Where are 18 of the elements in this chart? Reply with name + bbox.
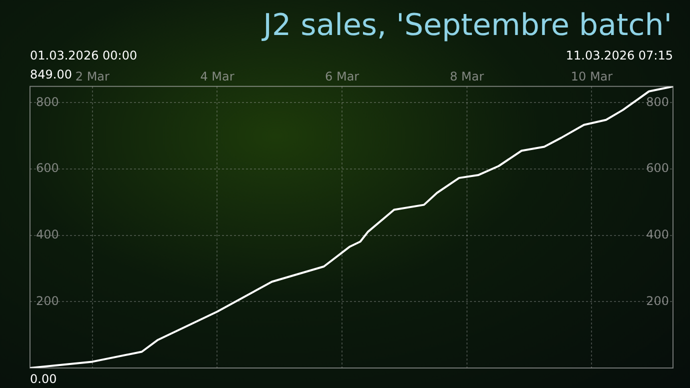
y2-tick-label: 200 xyxy=(646,294,669,308)
y-tick-label: 200 xyxy=(36,294,59,308)
text: 849.00 xyxy=(30,68,72,82)
y-tick-label: 600 xyxy=(36,161,59,176)
y2-tick-label: 600 xyxy=(646,161,669,176)
y-tick-label: 800 xyxy=(36,94,59,109)
y2-tick-label: 400 xyxy=(646,227,669,242)
x-tick-label: 2 Mar xyxy=(75,69,110,84)
x-tick-label: 8 Mar xyxy=(450,69,484,84)
chart-title: J2 sales, 'Septembre batch' xyxy=(263,8,672,43)
x-tick-label: 10 Mar xyxy=(570,69,613,84)
text: 0.00 xyxy=(30,372,57,386)
y2-tick-label: 800 xyxy=(646,94,669,109)
y-tick-label: 400 xyxy=(36,227,59,242)
x-tick-label: 4 Mar xyxy=(200,69,234,84)
text: 01.03.2026 00:00 xyxy=(30,48,138,63)
text: 11.03.2026 07:15 xyxy=(566,48,673,63)
x-tick-label: 6 Mar xyxy=(325,69,360,84)
